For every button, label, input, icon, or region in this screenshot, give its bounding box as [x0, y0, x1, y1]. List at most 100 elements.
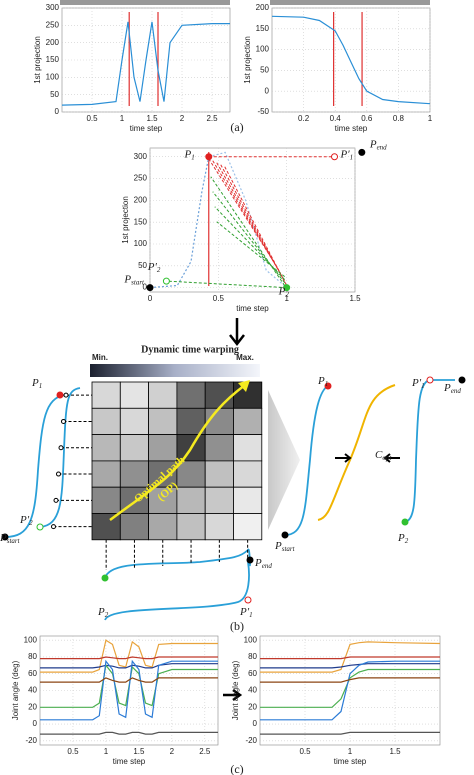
- label-sub: 1: [325, 380, 329, 388]
- point-label: P′1: [411, 377, 425, 390]
- y-tick-label: 60: [248, 669, 257, 678]
- y-tick-label: 100: [24, 635, 38, 644]
- series-line: [40, 731, 218, 735]
- curve: [39, 387, 81, 528]
- x-tick-label: 0.8: [393, 114, 405, 123]
- series-line: [260, 656, 440, 660]
- y-tick-label: 80: [248, 652, 257, 661]
- y-tick-label: 0: [33, 719, 38, 728]
- x-tick-label: 1.5: [146, 114, 158, 123]
- label-base: P: [317, 375, 325, 387]
- label-base: P: [274, 540, 282, 552]
- panel-label: (a): [230, 120, 243, 134]
- y-tick-label: 150: [256, 24, 270, 33]
- y-tick-label: 40: [248, 686, 257, 695]
- x-tick-label: 0: [148, 294, 153, 303]
- matrix-cell: [233, 434, 263, 462]
- matrix-cell: [204, 381, 234, 409]
- endpoint: [324, 382, 332, 390]
- label-base: P: [443, 382, 451, 394]
- y-tick-label: 0: [265, 86, 270, 95]
- matrix-cell: [204, 513, 234, 541]
- x-tick-label: 2.5: [206, 114, 218, 123]
- point: [283, 284, 291, 292]
- series-line: [260, 663, 440, 669]
- matrix-cell: [148, 381, 178, 409]
- curve: [104, 548, 251, 579]
- y-tick-label: 200: [256, 3, 270, 12]
- x-tick-label: 1: [428, 114, 433, 123]
- point: [358, 148, 366, 156]
- matrix-cell: [176, 460, 206, 488]
- label-base: P: [278, 285, 286, 297]
- series-line: [260, 668, 440, 708]
- x-tick-label: 0.2: [298, 114, 310, 123]
- matrix-cell: [91, 407, 121, 435]
- label-sub: 2: [105, 611, 109, 619]
- y-tick-label: 20: [248, 702, 257, 711]
- point: [146, 284, 154, 292]
- point-label: Pstart: [123, 273, 145, 286]
- matrix-cell: [148, 434, 178, 462]
- big-arrow: [268, 390, 300, 530]
- optimal-path-head: [238, 380, 250, 392]
- series-line: [260, 641, 441, 673]
- point-label: P2: [278, 285, 290, 298]
- matrix-cell: [119, 460, 150, 488]
- label-sub: 2: [405, 537, 409, 545]
- y-axis-label: 1st projection: [33, 36, 42, 84]
- y-axis-label: Joint angle (deg): [11, 660, 20, 720]
- x-tick-label: 1: [284, 294, 289, 303]
- endpoint: [36, 523, 44, 531]
- point-label: P′1: [340, 148, 354, 161]
- correspondences: [51, 392, 249, 570]
- matrix-cell: [233, 460, 263, 488]
- y-tick-label: 300: [46, 3, 60, 12]
- matrix-cell: [233, 486, 263, 514]
- right-arrow: [223, 688, 243, 702]
- point-label: Copt: [375, 449, 392, 462]
- point-label: P2: [97, 606, 109, 619]
- matrix-cell: [119, 381, 150, 409]
- x-tick-label: 2: [180, 114, 185, 123]
- y-tick-label: 50: [50, 90, 59, 99]
- curve: [4, 394, 66, 538]
- y-tick-label: 100: [134, 239, 148, 248]
- colorbar: [90, 364, 260, 377]
- label-sub: end: [377, 143, 388, 151]
- warp-line: [208, 158, 280, 270]
- matrix-cell: [176, 381, 206, 409]
- matrix-cell: [148, 513, 178, 541]
- point-label: Pstart: [0, 532, 21, 545]
- x-tick-label: 2: [170, 747, 175, 756]
- point: [162, 277, 170, 285]
- y-tick-label: 100: [46, 72, 60, 81]
- y-tick-label: 60: [28, 669, 37, 678]
- x-tick-label: 1: [348, 747, 353, 756]
- warp-line: [214, 206, 286, 280]
- sample: [53, 497, 59, 503]
- panel-label: (c): [230, 762, 243, 775]
- x-axis-label: time step: [335, 124, 368, 133]
- label-base: P′: [19, 514, 30, 526]
- y-tick-label: 150: [46, 55, 60, 64]
- y-tick-label: -50: [257, 107, 269, 116]
- label-sub: 1: [421, 382, 425, 390]
- series-line: [40, 677, 218, 683]
- series-line: [208, 151, 288, 289]
- label-base: P: [31, 377, 39, 389]
- header-bar: [270, 0, 430, 5]
- warp-line: [216, 221, 285, 278]
- x-axis-label: time step: [236, 304, 269, 313]
- sample: [56, 471, 61, 477]
- min-label: Min.: [92, 353, 108, 362]
- matrix-cell: [91, 434, 121, 462]
- curve: [404, 379, 455, 523]
- label-sub: end: [451, 387, 462, 395]
- label-sub: end: [262, 562, 273, 570]
- point-label: P′2: [19, 514, 33, 527]
- label-sub: start: [131, 278, 145, 286]
- series-line: [40, 639, 218, 673]
- matrix-cell: [91, 460, 121, 488]
